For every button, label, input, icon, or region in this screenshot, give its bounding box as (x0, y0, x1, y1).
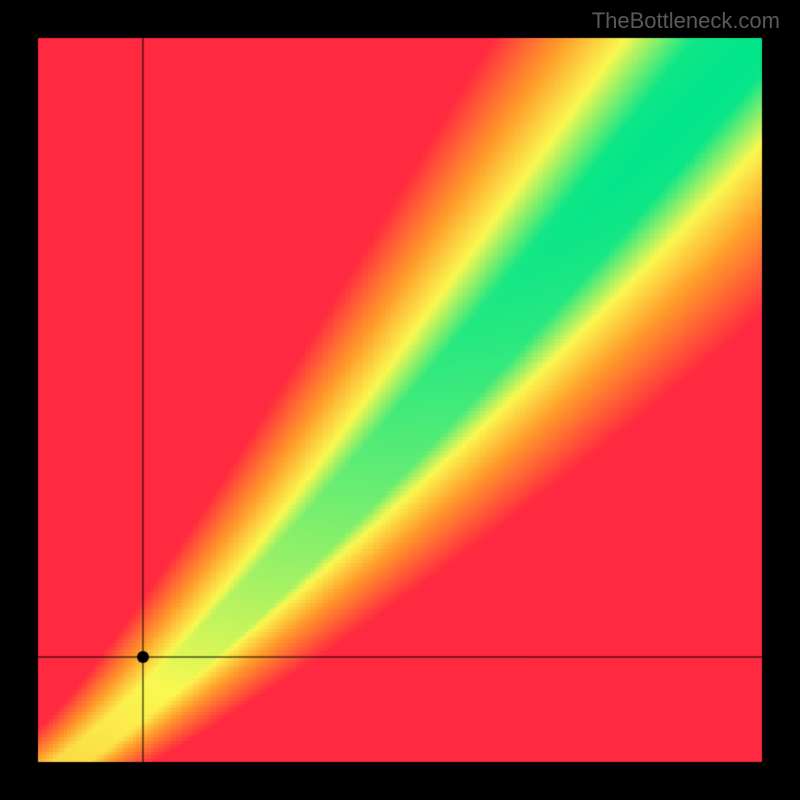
bottleneck-heatmap (0, 0, 800, 800)
chart-container: TheBottleneck.com (0, 0, 800, 800)
watermark-text: TheBottleneck.com (592, 8, 780, 34)
